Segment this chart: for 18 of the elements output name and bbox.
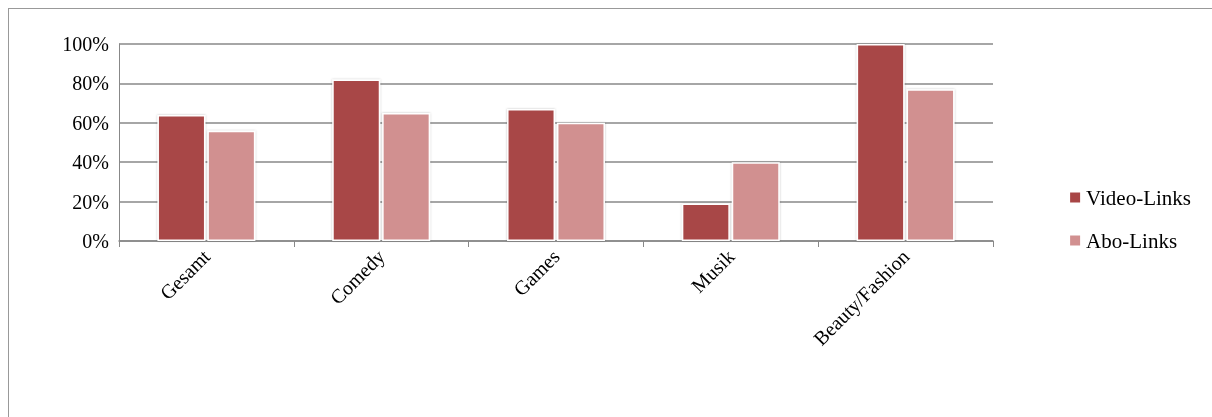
y-tick-label: 80% <box>72 72 109 95</box>
bar <box>382 112 431 241</box>
legend-label: Video-Links <box>1086 185 1191 210</box>
bar <box>731 162 780 241</box>
legend-label: Abo-Links <box>1086 228 1178 253</box>
bar <box>157 114 206 241</box>
bar <box>507 109 556 241</box>
y-tick-label: 40% <box>72 151 109 174</box>
bar <box>332 79 381 241</box>
y-tick-label: 20% <box>72 190 109 213</box>
y-tick-label: 0% <box>82 230 109 252</box>
y-tick-label: 60% <box>72 111 109 134</box>
y-tick-label: 100% <box>62 33 109 55</box>
bar <box>856 44 905 241</box>
bar <box>207 130 256 241</box>
bar <box>906 89 955 241</box>
bar <box>556 122 605 241</box>
bar <box>681 203 730 241</box>
